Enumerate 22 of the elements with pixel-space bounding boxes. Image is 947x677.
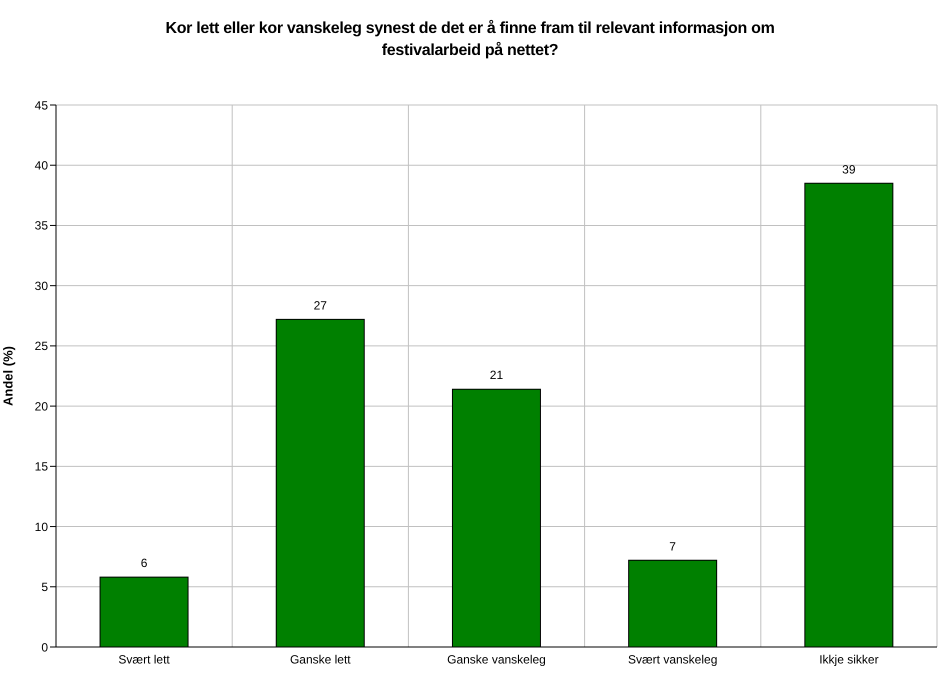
- data-label: 21: [490, 368, 504, 382]
- data-label: 27: [314, 298, 328, 312]
- y-tick-label: 45: [34, 98, 48, 112]
- y-tick-label: 10: [34, 520, 48, 534]
- y-axis-title: Andel (%): [0, 346, 16, 406]
- y-tick-label: 35: [34, 218, 48, 233]
- data-label: 7: [669, 539, 676, 554]
- x-tick-label: Ganske lett: [290, 652, 352, 667]
- y-tick-label: 0: [41, 640, 48, 654]
- x-tick-label: Ikkje sikker: [819, 652, 879, 667]
- y-tick-label: 40: [34, 158, 48, 172]
- chart-title: Kor lett eller kor vanskeleg synest de det er å finne fram til relevant informasjon om festivalarbeid på nettet?: [164, 18, 776, 61]
- y-tick-label: 15: [34, 460, 48, 474]
- x-tick-label: Svært vanskeleg: [628, 652, 718, 667]
- y-tick-label: 5: [41, 580, 48, 594]
- y-tick-label: 25: [34, 339, 48, 354]
- data-label: 6: [140, 556, 148, 570]
- y-tick-label: 20: [34, 399, 48, 414]
- y-tick-label: 30: [34, 278, 48, 293]
- data-label: 39: [842, 162, 856, 176]
- x-tick-label: Svært lett: [118, 652, 170, 667]
- x-tick-label: Ganske vanskeleg: [447, 652, 546, 667]
